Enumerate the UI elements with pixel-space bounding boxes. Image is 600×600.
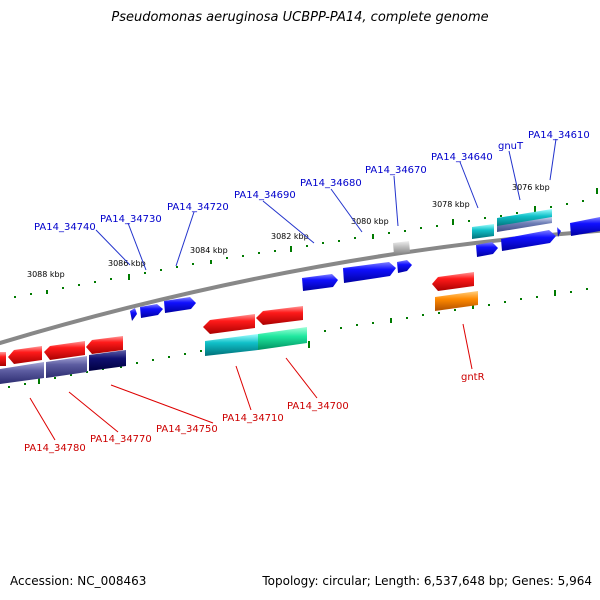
gene-arrow[interactable] [302,274,338,291]
gene-arrow[interactable] [397,260,412,273]
gene-label[interactable]: PA14_34780 [24,443,86,454]
reverse-leaders [29,323,473,441]
gene-label[interactable]: PA14_34670 [365,165,427,176]
gene-arrow[interactable] [0,352,6,366]
gene-arrow[interactable] [46,356,87,378]
gene-arrow[interactable] [205,334,258,356]
gene-arrow[interactable] [557,227,561,237]
scale-label: 3086 kbp [108,259,146,268]
gene-arrow[interactable] [393,241,410,255]
gene-arrow[interactable] [432,272,474,291]
gene-label[interactable]: PA14_34730 [100,214,162,225]
gene-arrow[interactable] [8,346,42,364]
gene-arrow[interactable] [0,362,44,384]
genome-title: Pseudomonas aeruginosa UCBPP-PA14, compl… [111,10,489,25]
gene-arrow[interactable] [164,297,196,313]
scale-label: 3078 kbp [432,200,470,209]
gene-arrow[interactable] [472,224,494,239]
gene-arrow[interactable] [435,291,478,311]
scale-label: 3084 kbp [190,246,228,255]
gene-label[interactable]: PA14_34740 [34,222,96,233]
forward-genes [130,209,600,321]
gene-label[interactable]: PA14_34640 [431,152,493,163]
gene-arrow[interactable] [130,308,137,321]
gene-label[interactable]: gnuT [498,141,524,152]
gene-label[interactable]: PA14_34690 [234,190,296,201]
topology-text: Topology: circular; Length: 6,537,648 bp… [262,574,592,588]
gene-label[interactable]: PA14_34720 [167,202,229,213]
scale-label: 3076 kbp [512,183,550,192]
gene-label[interactable]: PA14_34770 [90,434,152,445]
forward-gene-labels: PA14_34740 PA14_34730 PA14_34720 PA14_34… [34,130,590,233]
gene-arrow[interactable] [256,306,303,325]
gene-arrow[interactable] [89,350,126,371]
gene-label[interactable]: gntR [461,372,485,383]
gene-arrow[interactable] [140,304,163,318]
scale-label: 3082 kbp [271,232,309,241]
gene-arrow[interactable] [501,230,556,251]
gene-arrow[interactable] [570,217,600,236]
reverse-gene-labels: PA14_34780 PA14_34770 PA14_34750 PA14_34… [24,372,485,454]
gene-arrow[interactable] [44,341,85,360]
gene-arrow[interactable] [203,314,255,334]
gene-label[interactable]: PA14_34750 [156,424,218,435]
gene-arrow[interactable] [343,262,396,283]
gene-arrow[interactable] [258,327,307,350]
forward-leaders [95,138,557,271]
scale-labels: 3088 kbp 3086 kbp 3084 kbp 3082 kbp 3080… [27,183,550,279]
scale-label: 3088 kbp [27,270,65,279]
gene-label[interactable]: PA14_34700 [287,401,349,412]
scale-label: 3080 kbp [351,217,389,226]
gene-label[interactable]: PA14_34680 [300,178,362,189]
gene-label[interactable]: PA14_34710 [222,413,284,424]
gene-arrow[interactable] [497,217,552,232]
gene-label[interactable]: PA14_34610 [528,130,590,141]
gene-arrow[interactable] [476,242,498,257]
gene-arrow[interactable] [86,336,123,354]
forward-tick-row [14,188,598,298]
gene-arrow[interactable] [497,209,552,227]
accession-text: Accession: NC_008463 [10,574,147,588]
reverse-genes [0,272,478,384]
